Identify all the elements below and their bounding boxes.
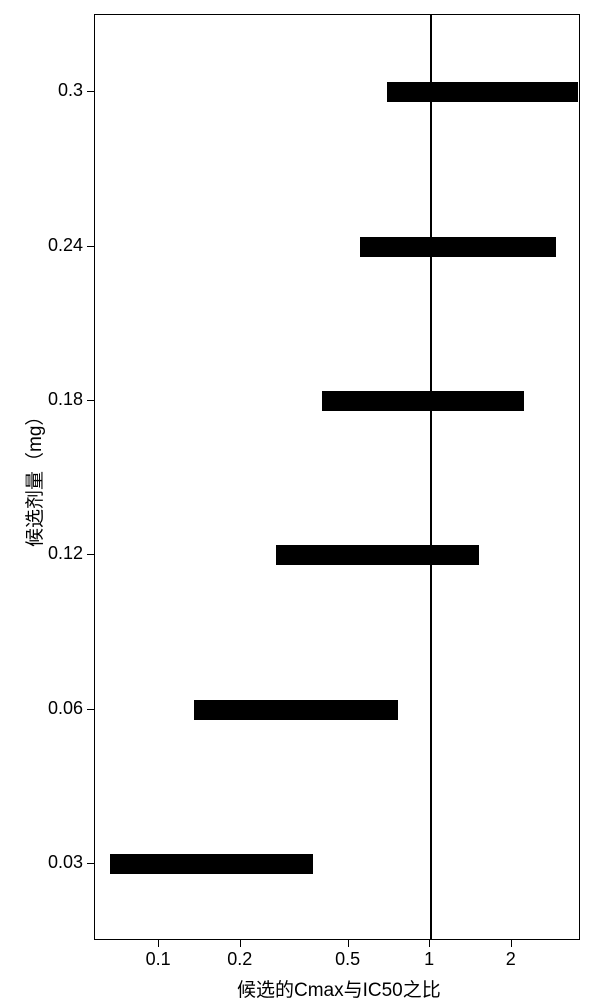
range-bar	[322, 391, 524, 411]
x-tick-mark	[511, 940, 512, 947]
reference-line	[430, 15, 432, 939]
x-tick-mark	[348, 940, 349, 947]
range-bar	[110, 854, 313, 874]
x-tick-mark	[158, 940, 159, 947]
x-tick-mark	[429, 940, 430, 947]
x-tick-label: 1	[424, 949, 434, 970]
x-tick-label: 0.5	[335, 949, 360, 970]
range-bar	[387, 82, 578, 102]
y-tick-label: 0.03	[48, 852, 83, 873]
range-bar	[194, 700, 397, 720]
y-tick-label: 0.3	[58, 80, 83, 101]
range-bar	[276, 545, 479, 565]
x-tick-label: 2	[506, 949, 516, 970]
y-tick-mark	[87, 246, 94, 247]
y-tick-label: 0.06	[48, 698, 83, 719]
y-tick-mark	[87, 554, 94, 555]
range-bar	[360, 237, 556, 257]
y-axis-title: 候选剂量（mg）	[20, 407, 47, 547]
x-tick-label: 0.1	[146, 949, 171, 970]
y-tick-mark	[87, 709, 94, 710]
x-tick-mark	[240, 940, 241, 947]
x-axis-title: 候选的Cmax与IC50之比	[237, 975, 441, 1002]
y-tick-label: 0.18	[48, 389, 83, 410]
y-tick-mark	[87, 400, 94, 401]
y-tick-label: 0.24	[48, 235, 83, 256]
chart-container: 候选剂量（mg） 候选的Cmax与IC50之比 0.030.060.120.18…	[0, 0, 594, 1000]
y-tick-mark	[87, 863, 94, 864]
plot-area	[94, 14, 580, 940]
x-tick-label: 0.2	[227, 949, 252, 970]
y-tick-mark	[87, 91, 94, 92]
y-tick-label: 0.12	[48, 543, 83, 564]
